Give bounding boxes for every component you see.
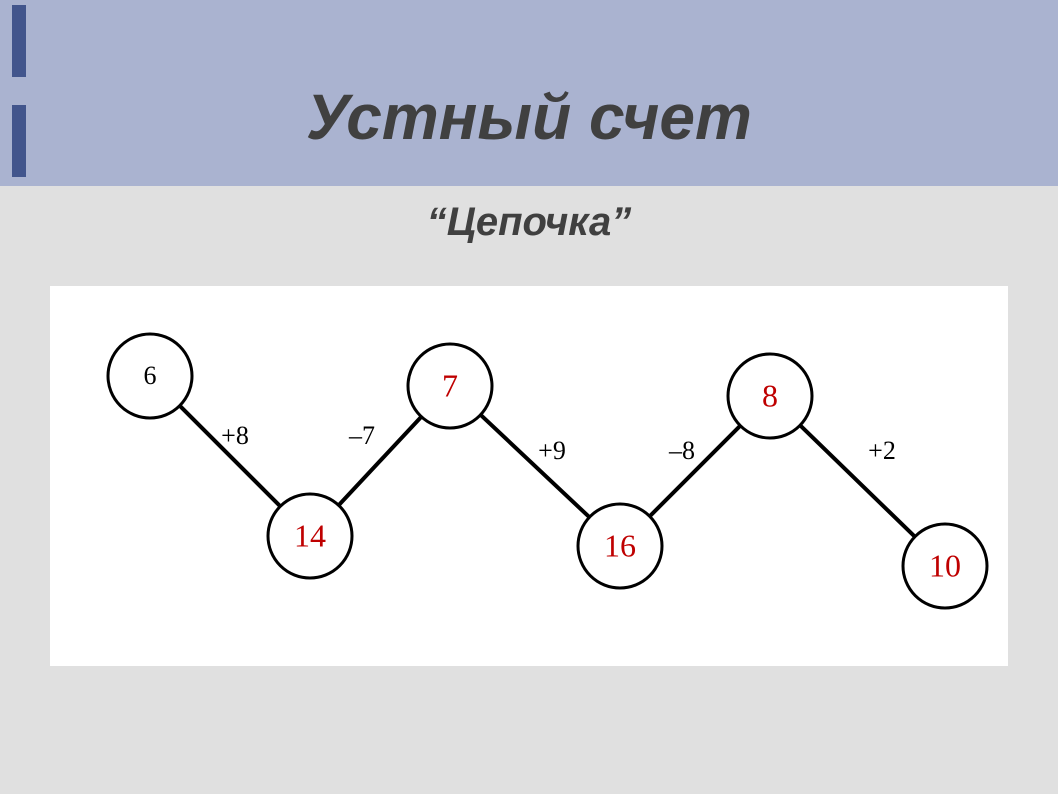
operation-label: –8 — [669, 436, 695, 466]
slide-root: Устный счет “Цепочка” +8 –7 +9 –8 +2 6 14 7 16 8 1… — [0, 0, 1058, 794]
chain-diagram-panel: +8 –7 +9 –8 +2 6 14 7 16 8 10 — [50, 286, 1008, 666]
page-subtitle: “Цепочка” — [0, 200, 1058, 245]
node-value: 6 — [144, 361, 157, 391]
node-value: 16 — [604, 528, 636, 565]
accent-bar — [12, 5, 26, 77]
operation-label: +8 — [221, 421, 249, 451]
node-value: 7 — [442, 368, 458, 405]
content-block: “Цепочка” +8 –7 +9 –8 +2 6 14 7 16 8 10 — [0, 186, 1058, 794]
node-value: 14 — [294, 518, 326, 555]
chain-diagram-svg — [50, 286, 1008, 666]
chain-edge — [650, 426, 741, 517]
node-value: 10 — [929, 548, 961, 585]
operation-label: +9 — [538, 436, 566, 466]
page-title: Устный счет — [0, 80, 1058, 154]
chain-edge — [481, 415, 590, 517]
operation-label: +2 — [868, 436, 896, 466]
node-value: 8 — [762, 378, 778, 415]
operation-label: –7 — [349, 421, 375, 451]
chain-edge — [800, 425, 915, 536]
